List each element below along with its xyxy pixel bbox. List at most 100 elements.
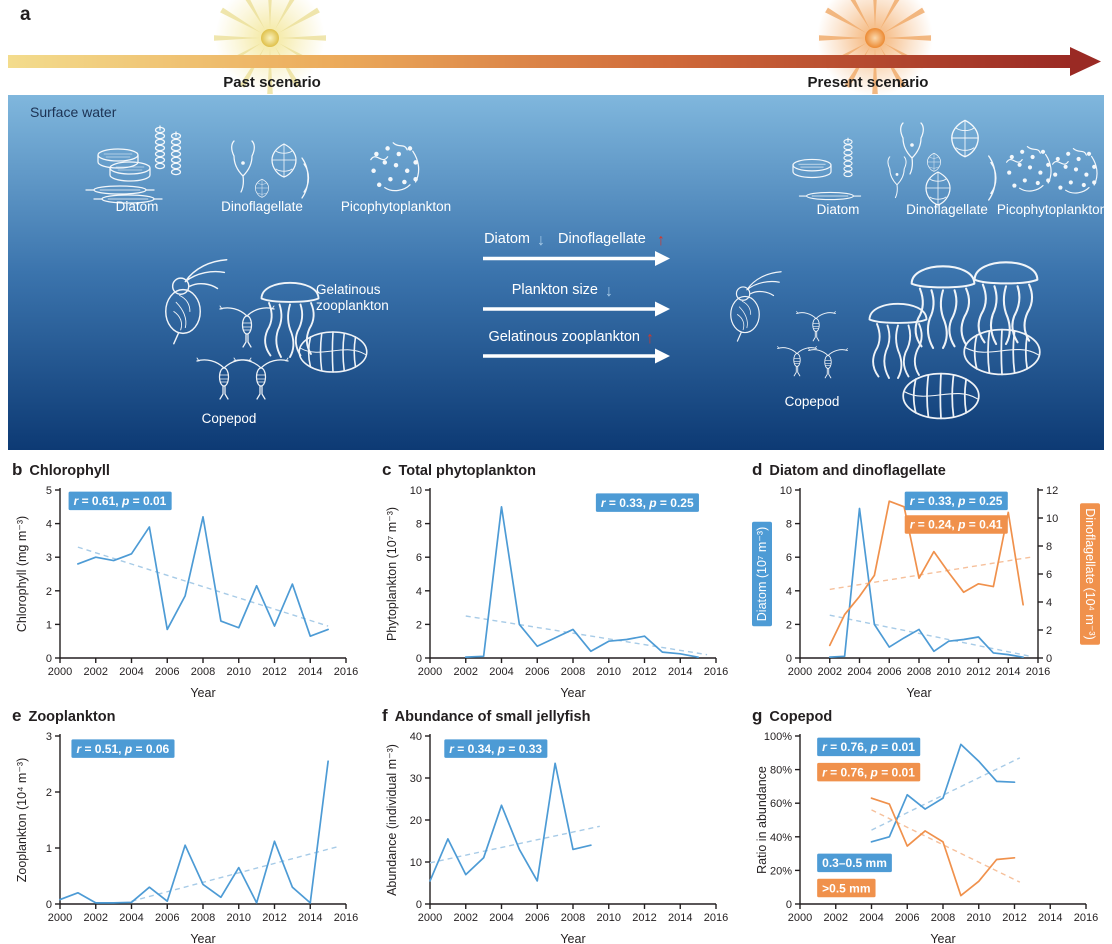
svg-text:3: 3	[46, 731, 52, 743]
sun-past-icon	[214, 0, 326, 94]
svg-text:2006: 2006	[525, 666, 549, 678]
svg-text:2008: 2008	[561, 912, 585, 924]
panel-letter: g	[752, 706, 763, 725]
svg-text:40: 40	[410, 731, 422, 743]
stat-badge: r = 0.24, p = 0.41	[904, 515, 1008, 534]
svg-text:2010: 2010	[227, 912, 251, 924]
legend-badge: 0.3–0.5 mm	[817, 853, 892, 873]
svg-text:0: 0	[416, 899, 422, 911]
axes	[425, 488, 717, 663]
svg-text:0.3–0.5 mm: 0.3–0.5 mm	[822, 856, 887, 870]
svg-text:2000: 2000	[48, 912, 72, 924]
svg-text:Ratio in abundance: Ratio in abundance	[755, 766, 769, 874]
chart-f-plot: 2000 2002 2004 2006 2008 2010 2012 2014 2016 0 10 2…	[385, 731, 728, 944]
svg-text:40%: 40%	[770, 832, 792, 844]
axes	[795, 734, 1087, 909]
svg-text:20%: 20%	[770, 865, 792, 877]
svg-text:5: 5	[46, 485, 52, 497]
svg-text:10: 10	[410, 857, 422, 869]
svg-text:r = 0.61, p = 0.01: r = 0.61, p = 0.01	[74, 494, 167, 508]
svg-text:2002: 2002	[824, 912, 848, 924]
diatom-past-label: Diatom	[116, 199, 159, 214]
svg-text:2002: 2002	[454, 912, 478, 924]
svg-text:2010: 2010	[597, 666, 621, 678]
svg-text:2012: 2012	[1002, 912, 1026, 924]
chart-title-text: Copepod	[769, 709, 833, 725]
svg-text:0: 0	[786, 899, 792, 911]
svg-text:Phytoplankton (10⁷ m⁻³): Phytoplankton (10⁷ m⁻³)	[385, 507, 399, 641]
svg-text:2016: 2016	[334, 912, 358, 924]
chart-e-plot: 2000 2002 2004 2006 2008 2010 2012 2014 2016 0 1 2 3…	[15, 731, 358, 944]
transition-plankton-size-label: Plankton size	[512, 282, 598, 298]
svg-text:2010: 2010	[227, 666, 251, 678]
chart-e: e Zooplankton 2000 2002 2004 2006 2008 2010 20…	[0, 702, 370, 944]
svg-text:6: 6	[416, 552, 422, 564]
svg-text:6: 6	[786, 552, 792, 564]
svg-text:2012: 2012	[632, 666, 656, 678]
svg-text:2014: 2014	[1038, 912, 1062, 924]
svg-text:10: 10	[780, 485, 792, 497]
trend-line	[465, 615, 708, 656]
svg-text:2004: 2004	[119, 666, 143, 678]
svg-text:60%: 60%	[770, 798, 792, 810]
svg-text:2: 2	[46, 586, 52, 598]
tick-labels: 2000 2002 2004 2006 2008 2010 2012 2014 2016 0 10 2…	[410, 731, 728, 924]
svg-text:1: 1	[46, 619, 52, 631]
series-0-3-0-5-mm	[870, 743, 1016, 843]
chart-g: g Copepod 2000 2002 2004 2006 2008 2010 2012 20…	[740, 702, 1112, 944]
axes	[55, 734, 347, 909]
svg-text:3: 3	[46, 552, 52, 564]
panel-letter: b	[12, 460, 23, 479]
svg-text:r = 0.76, p = 0.01: r = 0.76, p = 0.01	[822, 765, 915, 779]
svg-text:0: 0	[1046, 653, 1052, 665]
svg-text:2002: 2002	[454, 666, 478, 678]
transition-arrow	[483, 348, 670, 364]
chart-title-text: Chlorophyll	[29, 463, 110, 479]
tick-labels: 2000 2002 2004 2006 2008 2010 2012 2014 2016 0 20%…	[764, 731, 1098, 924]
svg-text:r = 0.33, p = 0.25: r = 0.33, p = 0.25	[910, 494, 1003, 508]
chart-g-title: g Copepod	[752, 706, 1112, 726]
axes	[55, 488, 347, 663]
y-axis-label: Dinoflagellate (10⁴ m⁻³)	[1080, 503, 1100, 645]
chart-f: f Abundance of small jellyfish 2000 2002 2…	[370, 702, 740, 944]
svg-text:2004: 2004	[859, 912, 883, 924]
svg-text:Diatom (10⁷ m⁻³): Diatom (10⁷ m⁻³)	[755, 527, 769, 621]
svg-text:2008: 2008	[931, 912, 955, 924]
x-axis-label: Year	[190, 686, 215, 700]
svg-text:10: 10	[1046, 513, 1058, 525]
svg-text:0: 0	[786, 653, 792, 665]
trend-line	[829, 556, 1031, 591]
transition-arrow	[483, 251, 670, 266]
x-axis-label: Year	[560, 686, 585, 700]
svg-text:2: 2	[1046, 625, 1052, 637]
stat-badge: r = 0.51, p = 0.06	[71, 739, 175, 758]
chart-g-plot: 2000 2002 2004 2006 2008 2010 2012 2014 2016 0 20%…	[755, 731, 1098, 944]
svg-text:2014: 2014	[996, 666, 1020, 678]
tick-labels: 2000 2002 2004 2006 2008 2010 2012 2014 2016 0 2 4 6…	[410, 485, 728, 678]
tick-labels: 2000 2002 2004 2006 2008 2010 2012 2014 2016 0 1 2 3…	[46, 485, 358, 678]
svg-text:2012: 2012	[632, 912, 656, 924]
gelatinous-zooplankton-label: zooplankton	[316, 298, 389, 313]
chart-c: c Total phytoplankton 2000 2002 2004 2006 20…	[370, 456, 740, 702]
svg-text:2016: 2016	[1026, 666, 1050, 678]
chart-d-plot: 2000 2002 2004 2006 2008 2010 2012 2014 20160246…	[752, 485, 1100, 700]
sun-present-icon	[817, 0, 933, 96]
svg-text:0: 0	[416, 653, 422, 665]
panel-letter: d	[752, 460, 763, 479]
svg-text:2006: 2006	[155, 666, 179, 678]
svg-text:2006: 2006	[877, 666, 901, 678]
up-arrow-icon: ↑	[657, 232, 665, 249]
svg-text:2008: 2008	[561, 666, 585, 678]
svg-text:2: 2	[46, 787, 52, 799]
y-axis-label: Abundance (individual m⁻³)	[385, 744, 399, 896]
chart-title-text: Total phytoplankton	[398, 463, 536, 479]
svg-text:2014: 2014	[298, 666, 322, 678]
stat-badge: r = 0.33, p = 0.25	[595, 493, 699, 512]
svg-text:2008: 2008	[191, 666, 215, 678]
svg-text:0: 0	[46, 899, 52, 911]
chart-d-title: d Diatom and dinoflagellate	[752, 460, 1112, 480]
panel-a-label: a	[20, 4, 31, 25]
svg-text:2000: 2000	[788, 912, 812, 924]
svg-text:4: 4	[1046, 597, 1052, 609]
charts-grid: b Chlorophyll 2000 2002 2004 2006 2008 2010 20…	[0, 456, 1112, 944]
